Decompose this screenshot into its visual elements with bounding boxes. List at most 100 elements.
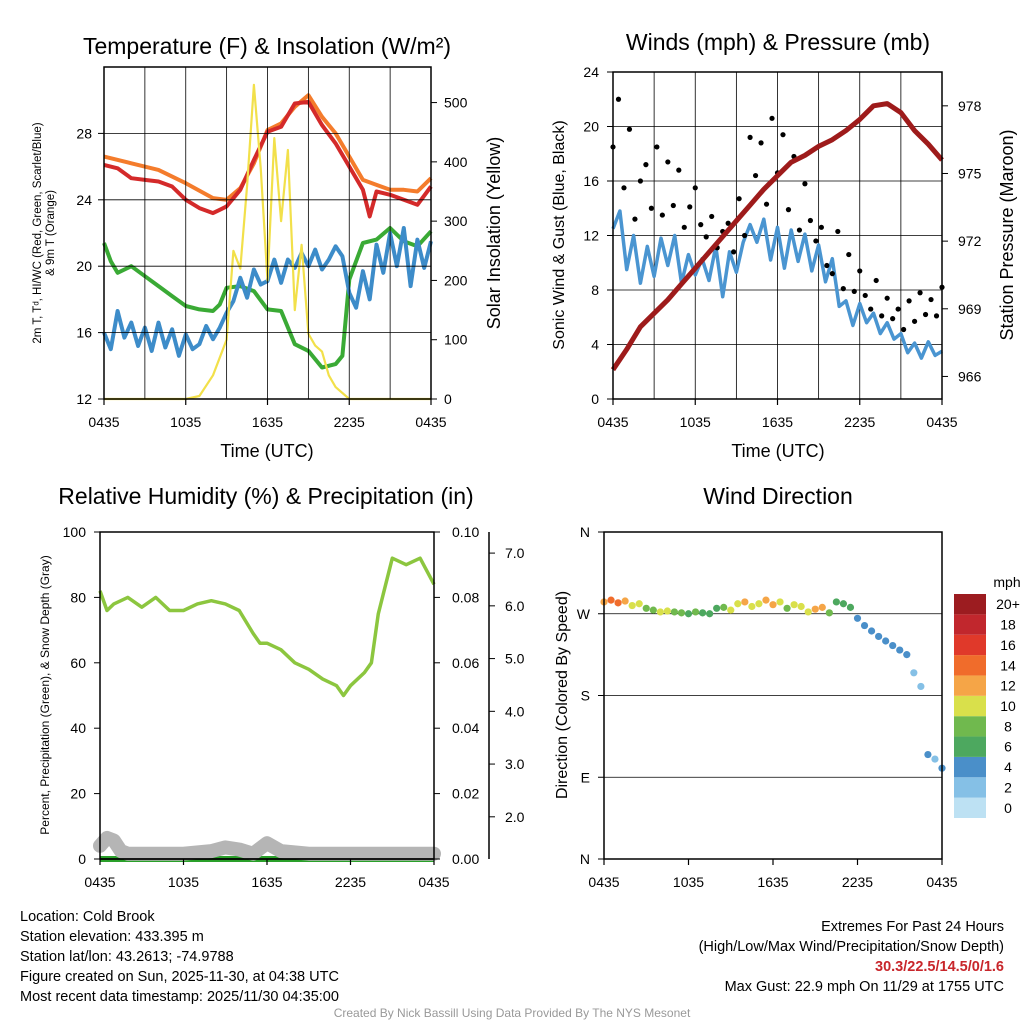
colorbar-swatch: [954, 594, 986, 615]
y-right-tick-label: 500: [444, 95, 468, 111]
direction-point: [931, 755, 939, 763]
gust-point: [868, 306, 874, 312]
direction-point: [691, 608, 700, 616]
direction-point: [853, 614, 862, 622]
precip-tick-label: 0.08: [452, 589, 479, 605]
snow-tick-label: 4.0: [505, 703, 525, 719]
snow-tick-label: 3.0: [505, 756, 525, 772]
gust-point: [637, 178, 644, 184]
dir-panel-title: Wind Direction: [703, 483, 853, 509]
series-station-pressure: [610, 101, 944, 372]
gust-point: [731, 249, 737, 255]
speed-colorbar: 0 2 4 6 8 10 12 14 16 18 20+: [954, 594, 1020, 818]
y-right-tick-label: 0: [444, 391, 452, 407]
y-tick-label: 0: [591, 391, 599, 407]
colorbar-swatch: [954, 655, 986, 676]
gust-point: [813, 238, 819, 244]
direction-point: [755, 600, 763, 608]
x-tick-label: 0435: [926, 414, 957, 430]
y-right-tick-label: 975: [958, 165, 982, 181]
direction-point: [776, 598, 784, 606]
direction-series-layer: [600, 596, 946, 772]
rh-series-layer: [93, 556, 441, 862]
gust-point: [824, 262, 830, 269]
y-right-tick-label: 300: [444, 213, 468, 229]
wind-series-layer: [610, 96, 945, 372]
y-right-tick-label: 100: [444, 332, 468, 348]
direction-point: [614, 599, 622, 607]
precip-tick-label: 0.10: [452, 524, 479, 540]
y-tick-label: 80: [70, 589, 86, 605]
y-tick-label: 0: [78, 851, 86, 867]
extremes-box: Extremes For Past 24 Hours (High/Low/Max…: [699, 917, 1004, 997]
direction-point: [762, 596, 770, 604]
wind-panel-title: Winds (mph) & Pressure (mb): [626, 29, 930, 55]
direction-point: [748, 602, 756, 611]
gust-point: [670, 202, 676, 209]
colorbar-label: 10: [1000, 698, 1016, 714]
direction-point: [867, 627, 876, 635]
gust-point: [895, 306, 901, 312]
y-tick-label: 8: [591, 282, 599, 298]
rh-plot-frame: [99, 531, 435, 860]
wind-panel: Winds (mph) & Pressure (mb) 0435 1035 1635…: [551, 29, 1017, 461]
rh-panel-title: Relative Humidity (%) & Precipitation (i…: [58, 483, 473, 509]
series-dewpoint: [102, 226, 433, 370]
direction-point: [860, 621, 869, 630]
y-tick-label: 20: [76, 258, 92, 274]
x-tick-label: 1035: [680, 414, 711, 430]
x-tick-label: 2235: [334, 414, 365, 430]
direction-point: [903, 651, 911, 659]
y-tick-label: 20: [70, 786, 86, 802]
colorbar-swatch: [954, 756, 986, 778]
direction-point: [635, 600, 643, 608]
x-tick-label: 1035: [170, 414, 201, 430]
gust-point: [615, 96, 622, 102]
gust-point: [840, 286, 846, 292]
y-tick-label: N: [580, 524, 590, 540]
x-tick-label: 0435: [418, 874, 449, 890]
colorbar-label: 8: [1004, 718, 1012, 734]
y-right-tick-label: 400: [444, 154, 468, 170]
direction-point: [882, 637, 890, 645]
x-tick-label: 1035: [673, 874, 704, 890]
gust-point: [654, 144, 660, 150]
wind-y-right-label: Station Pressure (Maroon): [997, 129, 1017, 340]
gust-point: [626, 126, 633, 132]
gust-point: [785, 207, 792, 213]
x-tick-label: 0435: [588, 874, 619, 890]
direction-point: [769, 601, 777, 609]
colorbar-title: mph: [993, 574, 1020, 590]
series-gust: [610, 96, 945, 333]
snow-tick-label: 6.0: [505, 598, 525, 614]
direction-point: [663, 607, 671, 615]
colorbar-label: 2: [1004, 779, 1012, 795]
y-tick-label: 4: [591, 337, 599, 353]
snow-tick-label: 5.0: [505, 651, 525, 667]
direction-point: [846, 603, 855, 611]
x-tick-label: 1035: [168, 874, 199, 890]
gust-point: [659, 212, 665, 218]
gust-point: [851, 288, 857, 294]
y-tick-label: 60: [70, 655, 86, 671]
direction-point: [825, 609, 833, 617]
direction-point: [839, 600, 848, 608]
y-tick-label: W: [577, 606, 591, 622]
direction-point: [670, 608, 679, 616]
gust-point: [879, 313, 885, 319]
gust-point: [922, 311, 929, 318]
gust-point: [884, 295, 890, 301]
direction-point: [720, 603, 728, 611]
y-right-tick-label: 978: [958, 98, 982, 114]
gust-point: [621, 185, 627, 191]
x-tick-label: 2235: [844, 414, 875, 430]
direction-point: [607, 596, 615, 604]
dir-y-label: Direction (Colored By Speed): [554, 591, 571, 799]
y-tick-label: N: [580, 851, 590, 867]
direction-axes: 0435 1035 1635 2235 0435 N E S W N: [577, 524, 958, 890]
y-tick-label: 40: [70, 720, 86, 736]
gust-point: [752, 172, 759, 179]
y-tick-label: E: [581, 769, 590, 785]
direction-point: [875, 632, 883, 641]
